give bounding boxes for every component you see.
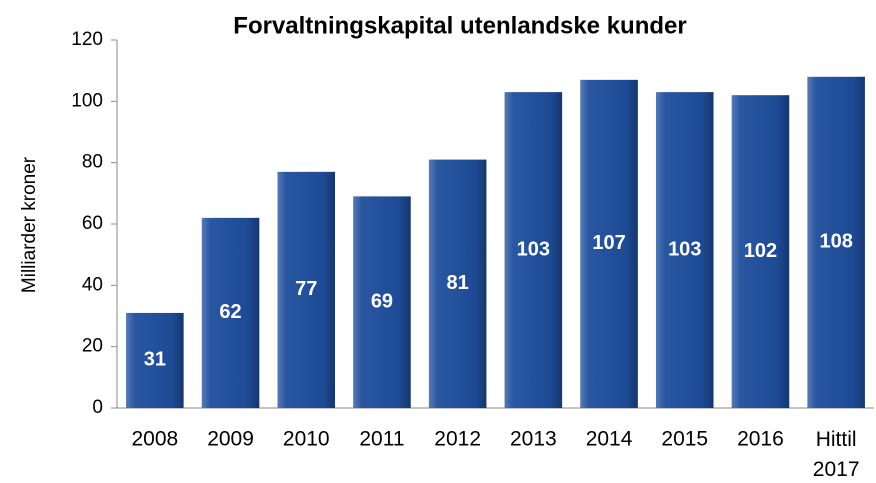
x-tick-label: 2014 (586, 428, 633, 451)
x-tick-label: 2012 (434, 428, 481, 451)
y-tick-label: 100 (71, 90, 103, 111)
bar-shade (731, 95, 790, 408)
bar-shade (277, 171, 336, 408)
x-tick-label: 2016 (737, 428, 784, 451)
y-tick-label: 60 (82, 213, 103, 234)
x-tick-label: 2015 (661, 428, 708, 451)
y-axis-label: Milliarder kroner (19, 156, 40, 293)
bar-shade (655, 92, 714, 408)
data-label: 108 (819, 231, 852, 253)
x-tick-label: 2008 (131, 428, 178, 451)
data-label: 69 (371, 290, 393, 312)
y-tick-label: 0 (92, 397, 103, 418)
x-tick-label: 2009 (207, 428, 254, 451)
x-tick-label: 2011 (359, 428, 404, 451)
bar-shade (580, 79, 638, 408)
x-tick-label: 2010 (283, 428, 330, 451)
data-label: 107 (592, 232, 625, 254)
data-label: 103 (517, 238, 550, 260)
bar-shade (428, 159, 487, 408)
bar-shade (504, 92, 563, 408)
y-tick-label: 120 (71, 29, 103, 50)
bar-shade (126, 312, 184, 408)
bar-shade (353, 196, 411, 408)
bar-shade (201, 217, 260, 408)
x-tick-label: 2013 (510, 428, 557, 451)
data-label: 62 (219, 301, 241, 323)
y-tick-label: 80 (82, 152, 103, 173)
data-label: 31 (144, 349, 166, 371)
x-tick-label: Hittil 2017 (813, 428, 860, 481)
y-tick-label: 20 (82, 336, 103, 357)
y-tick-label: 40 (82, 274, 103, 295)
chart-title: Forvaltningskapital utenlandske kunder (233, 12, 686, 39)
data-label: 77 (295, 278, 317, 300)
data-label: 102 (744, 240, 777, 262)
data-label: 81 (447, 272, 469, 294)
bar-shade (807, 76, 865, 409)
data-label: 103 (668, 238, 701, 260)
